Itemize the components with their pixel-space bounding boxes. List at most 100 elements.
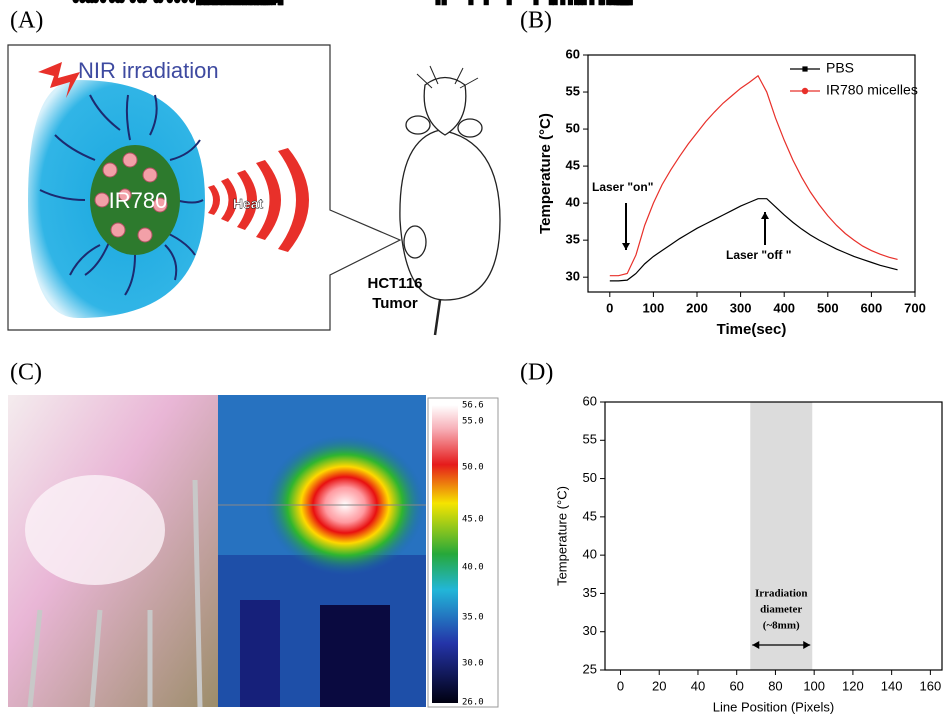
marker (222, 0, 229, 4)
x-tick-label: 500 (817, 300, 839, 315)
panel-label: (C) (10, 360, 42, 386)
colorbar-label: 55.0 (462, 417, 484, 427)
x-tick-label: 20 (652, 678, 666, 693)
marker (548, 0, 554, 6)
y-tick-label: 40 (583, 547, 597, 562)
y-axis-label: Temperature (°C) (554, 486, 569, 586)
marker (226, 0, 232, 6)
x-tick-label: 100 (803, 678, 825, 693)
marker (598, 0, 604, 6)
x-tick-label: 200 (686, 300, 708, 315)
series-line (609, 198, 898, 282)
marker (609, 0, 615, 6)
marker (188, 0, 196, 4)
thermal-cold (240, 600, 280, 707)
y-tick-label: 25 (583, 661, 597, 676)
legend-label: PBS (826, 60, 854, 76)
thermal-images: 56.6 55.0 50.0 45.0 40.0 35.0 30.0 26.0 (8, 395, 499, 708)
polymer-chains (39, 94, 204, 296)
annotation: (~8mm) (763, 620, 800, 632)
colorbar-label: 30.0 (462, 659, 484, 669)
marker (174, 0, 181, 4)
marker (79, 0, 86, 4)
x-tick-label: 400 (773, 300, 795, 315)
colorbar-label: 45.0 (462, 515, 484, 525)
y-axis-label: Temperature (°C) (537, 113, 554, 234)
y-tick-label: 45 (583, 508, 597, 523)
marker (573, 0, 580, 6)
marker (204, 0, 210, 6)
annotation: Laser "off " (726, 248, 791, 262)
marker (72, 0, 79, 4)
x-tick-label: 0 (617, 678, 624, 693)
x-tick-label: 140 (881, 678, 903, 693)
marker (236, 0, 244, 4)
marker (114, 0, 122, 4)
marker (207, 0, 214, 6)
marker (99, 0, 107, 4)
marker (212, 0, 219, 4)
marker (156, 0, 164, 4)
marker (589, 0, 595, 6)
marker (256, 0, 263, 4)
marker (277, 0, 283, 6)
y-tick-label: 50 (566, 121, 580, 136)
photo-tumor (25, 475, 165, 585)
annotation-arrowhead (761, 212, 769, 219)
marker (88, 0, 96, 4)
colorbar-label: 26.0 (462, 698, 484, 708)
colorbar-label: 50.0 (462, 463, 484, 473)
heat-waves (208, 148, 309, 252)
x-tick-label: 700 (904, 300, 926, 315)
colorbar-label: 56.6 (462, 401, 484, 411)
marker (216, 0, 223, 6)
particles (94, 152, 168, 243)
y-tick-label: 45 (566, 158, 580, 173)
y-tick-label: 40 (566, 195, 580, 210)
annotation: Irradiation (755, 588, 808, 600)
marker (552, 0, 558, 6)
marker (196, 0, 202, 6)
marker (441, 0, 447, 6)
series-line (609, 74, 898, 277)
marker (201, 0, 208, 4)
colorbar (432, 405, 458, 703)
marker (613, 0, 619, 6)
x-tick-label: 0 (606, 300, 613, 315)
colorbar-label: 40.0 (462, 563, 484, 573)
marker (468, 0, 474, 6)
annotation-arrowhead (622, 243, 630, 250)
annotation: Laser "on" (592, 180, 653, 194)
colorbar-label: 35.0 (462, 613, 484, 623)
photo-cage (27, 479, 203, 708)
marker (219, 0, 225, 6)
diagram-label: Heat (233, 196, 264, 212)
marker (627, 0, 633, 6)
diagram-label: IR780 (109, 188, 168, 213)
y-tick-label: 55 (566, 83, 580, 98)
diagram-label: NIR irradiation (78, 58, 219, 83)
plot-frame (587, 54, 916, 293)
panel-label: (A) (10, 8, 43, 34)
marker (567, 0, 574, 6)
y-tick-label: 55 (583, 432, 597, 447)
x-axis-label: Time(sec) (717, 321, 787, 338)
marker (108, 0, 116, 4)
y-tick-label: 35 (583, 585, 597, 600)
marker (606, 0, 612, 6)
legend-label: IR780 micelles (826, 82, 918, 98)
marker (533, 0, 539, 6)
x-tick-label: 160 (920, 678, 942, 693)
marker (136, 0, 144, 4)
panel-label: (B) (520, 8, 552, 34)
x-tick-label: 300 (730, 300, 752, 315)
highlight-band (750, 402, 813, 670)
span-arrowhead (752, 641, 811, 649)
diagram: NIR irradiation IR780 Heat HCT116 Tumor (7, 44, 501, 336)
y-tick-label: 30 (566, 269, 580, 284)
x-tick-label: 600 (861, 300, 883, 315)
mouse (399, 65, 501, 336)
marker (560, 0, 566, 6)
plot-frame (604, 401, 943, 671)
marker (506, 0, 512, 6)
